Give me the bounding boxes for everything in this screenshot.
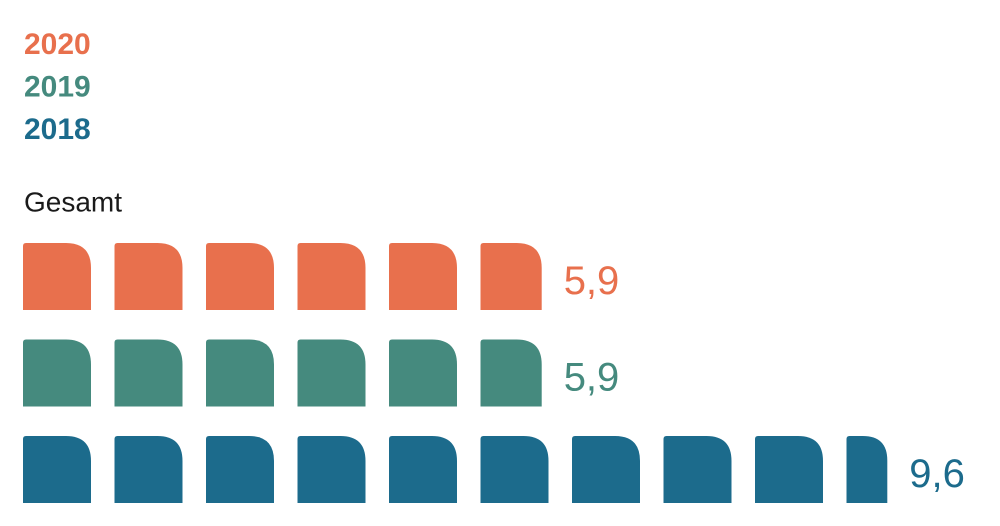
- icon: [297, 436, 366, 503]
- icon: [114, 339, 183, 407]
- icon: [297, 243, 366, 310]
- icon: [114, 436, 183, 503]
- icon-row: [23, 339, 542, 407]
- icon: [23, 339, 91, 407]
- icon: [389, 436, 457, 503]
- icon: [114, 243, 183, 310]
- icon: [297, 339, 366, 407]
- icon-row: [23, 436, 888, 503]
- icon: [389, 339, 457, 407]
- icon: [206, 243, 274, 310]
- icon: [389, 243, 457, 310]
- icon-row: [23, 243, 542, 310]
- icon: [480, 436, 549, 503]
- icon: [480, 243, 542, 310]
- icon: [480, 339, 542, 407]
- icon: [846, 436, 888, 503]
- icon: [755, 436, 823, 503]
- value-label: 9,6: [909, 452, 965, 496]
- category-label: Gesamt: [24, 186, 122, 217]
- legend-entry: 2018: [24, 113, 91, 146]
- icon: [23, 243, 91, 310]
- value-label: 5,9: [564, 259, 620, 303]
- icon: [663, 436, 732, 503]
- icon: [23, 436, 91, 503]
- icon: [206, 339, 274, 407]
- legend-entry: 2020: [24, 28, 91, 61]
- icon: [206, 436, 274, 503]
- icon: [572, 436, 640, 503]
- value-label: 5,9: [564, 356, 620, 400]
- legend-entry: 2019: [24, 70, 91, 103]
